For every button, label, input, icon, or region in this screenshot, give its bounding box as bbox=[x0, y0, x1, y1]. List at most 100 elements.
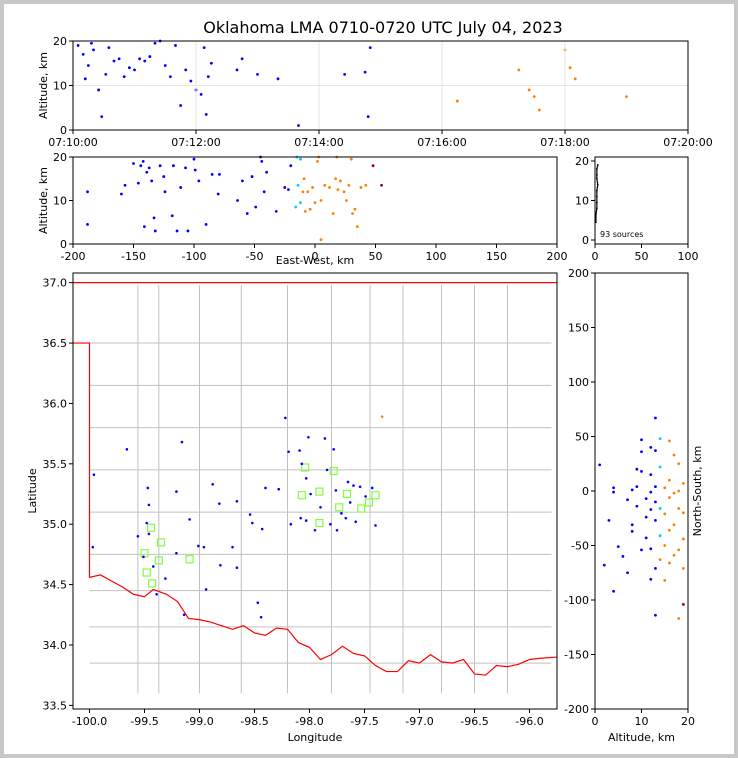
lma-station-marker bbox=[148, 579, 157, 588]
ns-x-tick-label: 10 bbox=[635, 715, 649, 728]
ew-altitude-point bbox=[236, 199, 239, 202]
plan-view-source-point bbox=[323, 437, 327, 440]
ew-y-tick-label: 10 bbox=[53, 195, 67, 208]
plan-view-source-point bbox=[251, 521, 254, 525]
ns-tick-label: 200 bbox=[568, 267, 589, 280]
lma-station-marker bbox=[154, 556, 163, 565]
state-boundary-south bbox=[73, 342, 558, 676]
lat-tick-label: 34.5 bbox=[43, 579, 68, 592]
ew-altitude-point bbox=[210, 173, 214, 176]
ew-altitude-point bbox=[351, 212, 354, 215]
ew-altitude-point bbox=[150, 179, 154, 183]
plan-view-source-point bbox=[164, 577, 167, 580]
figure-svg: Oklahoma LMA 0710-0720 UTC July 04, 2023… bbox=[26, 18, 713, 744]
ew-altitude-point bbox=[204, 223, 208, 226]
time-altitude-point bbox=[235, 68, 239, 72]
ns-altitude-point bbox=[626, 498, 629, 502]
ew-altitude-point bbox=[308, 207, 312, 211]
ew-tick-label: -150 bbox=[121, 250, 146, 263]
ew-altitude-point bbox=[179, 186, 183, 189]
hist-line-segment bbox=[596, 184, 599, 191]
plan-view-source-point bbox=[277, 487, 281, 491]
time-altitude-point bbox=[92, 48, 95, 52]
ns-altitude-point bbox=[621, 555, 625, 558]
ns-altitude-point bbox=[644, 515, 648, 519]
plan-view-source-point bbox=[354, 520, 358, 524]
plan-view-source-point bbox=[146, 486, 150, 490]
ns-altitude-point bbox=[654, 519, 657, 522]
ns-altitude-point bbox=[630, 529, 634, 533]
ns-altitude-point bbox=[672, 453, 676, 457]
ns-tick-label: -150 bbox=[564, 649, 589, 662]
ns-tick-label: -100 bbox=[564, 594, 589, 607]
ns-altitude-point bbox=[635, 485, 639, 489]
ew-altitude-point bbox=[319, 199, 323, 202]
ns-altitude-point bbox=[598, 463, 602, 467]
plan-view-source-point bbox=[309, 492, 312, 496]
ew-altitude-point bbox=[339, 179, 342, 183]
ew-tick-label: 100 bbox=[426, 250, 447, 263]
time-tick-label: 07:20:00 bbox=[663, 136, 712, 149]
ns-altitude-point bbox=[649, 473, 653, 477]
plan-view-source-point bbox=[142, 555, 145, 559]
map-boundaries bbox=[73, 282, 558, 694]
time-altitude-point bbox=[343, 72, 347, 76]
plan-view-source-point bbox=[235, 566, 239, 569]
ew-altitude-point bbox=[299, 201, 302, 205]
time-tick-label: 07:12:00 bbox=[171, 136, 220, 149]
plan-view-source-point bbox=[248, 513, 252, 516]
lma-station-marker bbox=[364, 498, 373, 507]
ew-altitude-point bbox=[319, 238, 323, 242]
time-altitude-point bbox=[148, 55, 152, 58]
plan-view-source-point bbox=[152, 565, 155, 568]
ns-altitude-point bbox=[649, 446, 653, 449]
ew-altitude-point bbox=[142, 225, 146, 229]
ew-altitude-point bbox=[158, 164, 162, 168]
lma-station-marker bbox=[315, 518, 324, 528]
ns-altitude-point bbox=[644, 536, 648, 540]
lma-station-marker bbox=[142, 568, 151, 577]
ns-altitude-point bbox=[677, 507, 681, 510]
ew-y-tick-label: 0 bbox=[60, 238, 67, 251]
ew-altitude-point bbox=[331, 212, 335, 215]
lma-station-marker bbox=[315, 487, 324, 496]
ew-altitude-point bbox=[132, 162, 135, 165]
plan-view-source-point bbox=[260, 527, 264, 531]
plan-view-source-point bbox=[348, 501, 352, 504]
ns-altitude-point bbox=[607, 519, 611, 522]
ns-tick-label: 0 bbox=[582, 485, 589, 498]
plan-view-source-point bbox=[256, 601, 260, 605]
ns-altitude-point bbox=[640, 469, 643, 473]
ns-altitude-point bbox=[668, 496, 671, 499]
ew-altitude-point bbox=[359, 186, 363, 189]
ew-tick-label: 0 bbox=[312, 250, 319, 263]
ew-x-axis-label: East-West, km bbox=[276, 254, 354, 267]
ew-altitude-point bbox=[313, 201, 317, 205]
plan-view-source-point bbox=[313, 528, 317, 532]
time-altitude-point bbox=[199, 93, 203, 96]
time-altitude-point bbox=[527, 88, 531, 92]
ew-altitude-point bbox=[303, 209, 307, 213]
ns-altitude-point bbox=[668, 528, 671, 532]
plan-view-source-point bbox=[231, 545, 234, 549]
ew-altitude-point bbox=[254, 205, 258, 209]
time-altitude-point bbox=[112, 59, 116, 63]
ns-altitude-point bbox=[644, 497, 648, 501]
ns-altitude-point bbox=[677, 548, 681, 552]
lma-station-marker bbox=[147, 523, 156, 532]
time-altitude-point bbox=[256, 72, 259, 76]
ns-altitude-point bbox=[654, 613, 657, 617]
chart-marks bbox=[76, 39, 685, 620]
plan-view-source-point bbox=[300, 462, 304, 466]
ns-altitude-point bbox=[658, 465, 662, 469]
plan-view-source-point bbox=[155, 592, 158, 596]
ew-altitude-point bbox=[86, 190, 89, 194]
ew-altitude-point bbox=[250, 175, 254, 178]
time-altitude-point bbox=[133, 68, 136, 72]
lon-tick-label: -99.5 bbox=[130, 715, 158, 728]
source-count-label: 93 sources bbox=[600, 230, 643, 239]
time-altitude-point bbox=[117, 57, 121, 61]
hist-line-segment bbox=[595, 208, 598, 215]
ns-altitude-point bbox=[654, 500, 657, 504]
time-altitude-point bbox=[163, 64, 167, 67]
